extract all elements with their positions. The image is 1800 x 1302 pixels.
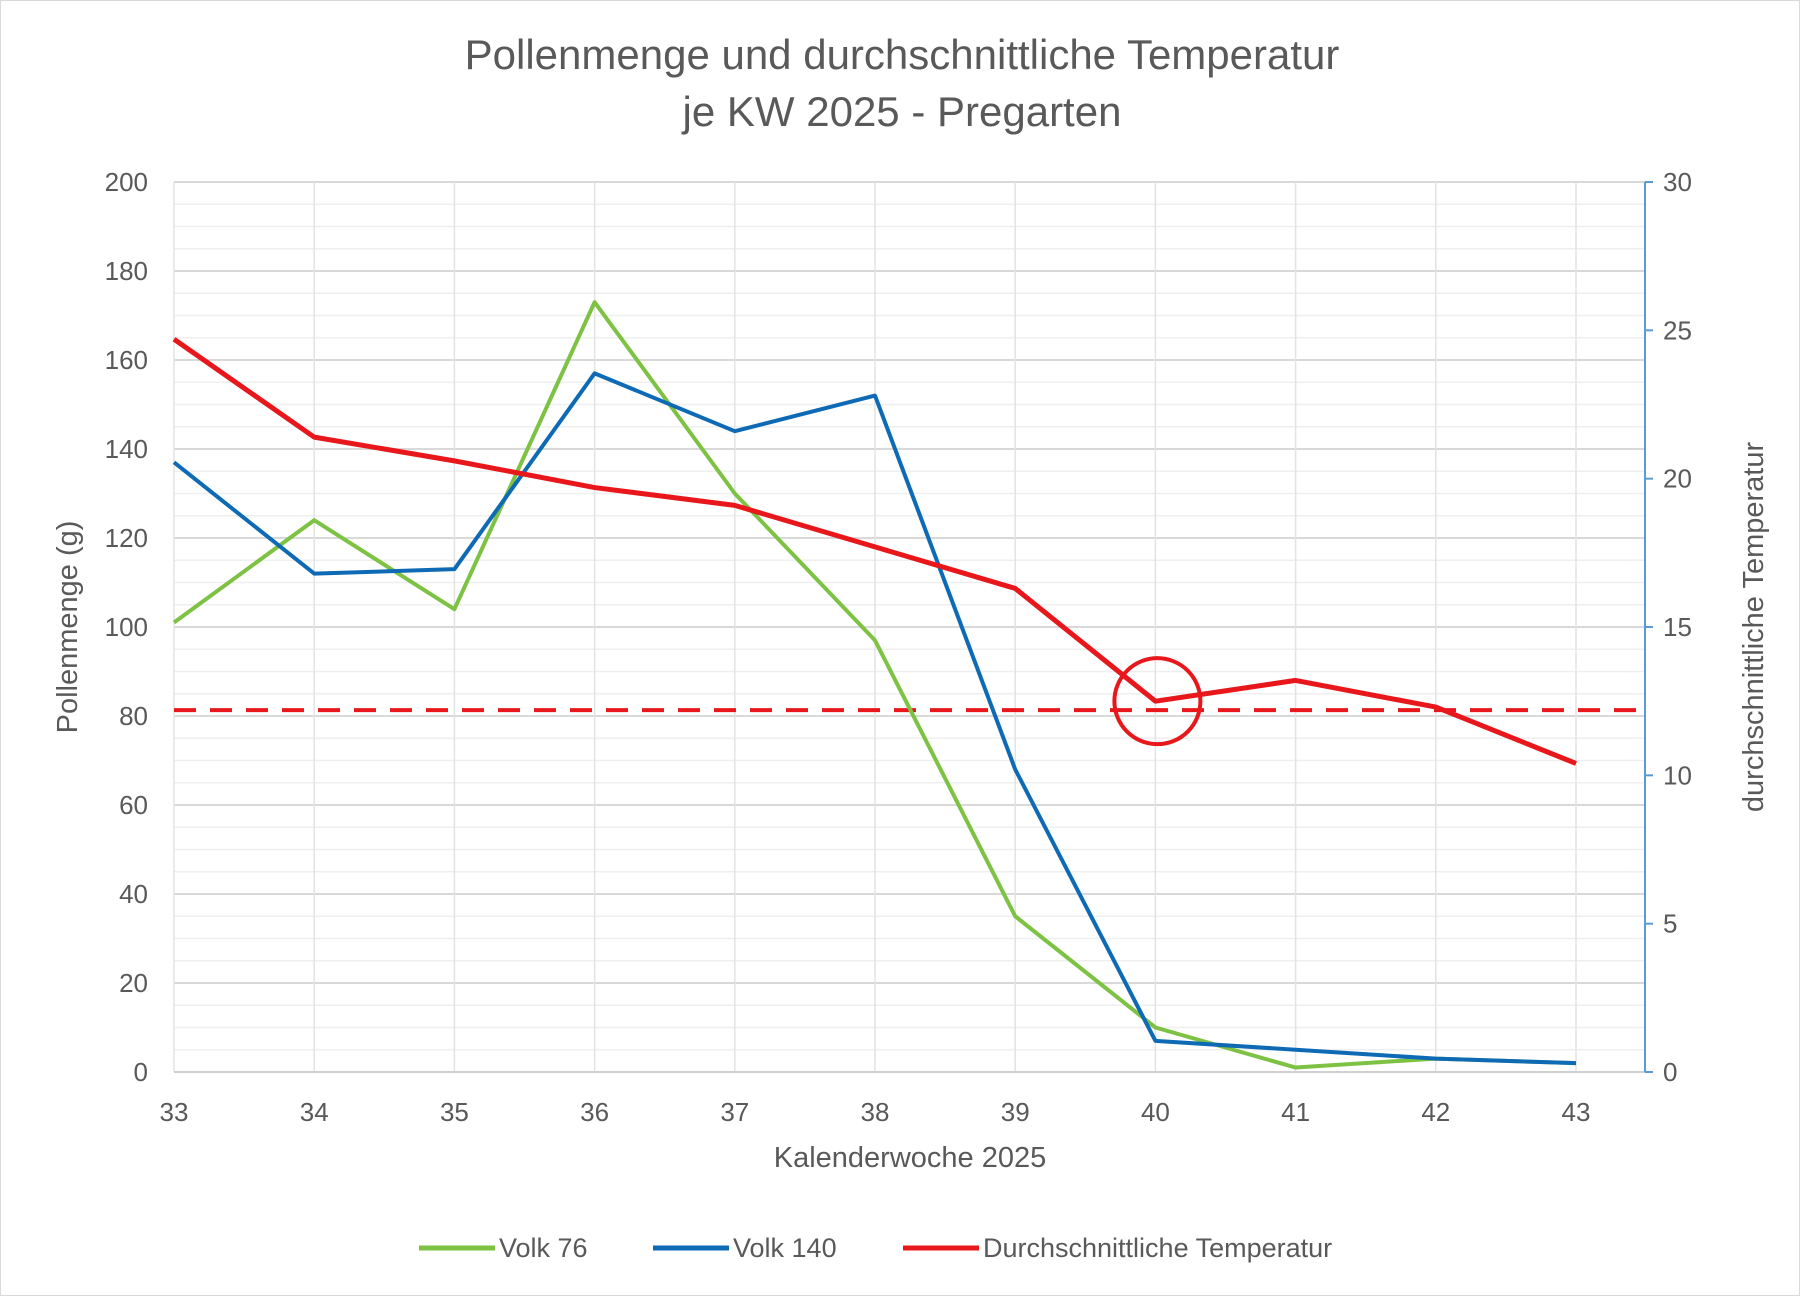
x-tick-label: 43 <box>1562 1097 1591 1127</box>
x-tick-label: 38 <box>861 1097 890 1127</box>
gridlines <box>173 181 1645 1073</box>
y-tick-label: 120 <box>105 523 148 553</box>
highlight-circle <box>1112 656 1203 747</box>
x-tick-label: 36 <box>580 1097 609 1127</box>
x-tick-label: 42 <box>1421 1097 1450 1127</box>
x-tick-label: 37 <box>720 1097 749 1127</box>
y2-tick-label: 5 <box>1663 909 1677 939</box>
series-lines <box>172 300 1577 1070</box>
y-tick-label: 180 <box>105 256 148 286</box>
y-tick-label: 100 <box>105 612 148 642</box>
y2-axis-title: durchschnittliche Temperatur <box>1738 442 1770 813</box>
series-line-volk-140 <box>172 371 1577 1066</box>
y-tick-label: 200 <box>105 167 148 197</box>
legend-label: Durchschnittliche Temperatur <box>983 1233 1332 1263</box>
y-tick-label: 40 <box>119 879 148 909</box>
x-tick-label: 39 <box>1001 1097 1030 1127</box>
x-tick-label: 41 <box>1281 1097 1310 1127</box>
y-tick-label: 0 <box>134 1057 148 1087</box>
y2-tick-label: 15 <box>1663 612 1692 642</box>
x-axis-title: Kalenderwoche 2025 <box>774 1142 1046 1174</box>
y-axis-right: 0 5 10 15 20 25 30 <box>1644 167 1692 1087</box>
legend: Volk 76 Volk 140 Durchschnittliche Tempera… <box>419 1233 1332 1263</box>
y-tick-label: 20 <box>119 968 148 998</box>
y-axis-left: 0 20 40 60 80 100 120 140 160 180 200 <box>105 167 148 1087</box>
y-tick-label: 80 <box>119 701 148 731</box>
y-tick-label: 140 <box>105 434 148 464</box>
legend-label: Volk 140 <box>733 1233 837 1263</box>
x-tick-label: 35 <box>440 1097 469 1127</box>
chart-title-line-2: je KW 2025 - Pregarten <box>681 88 1122 135</box>
y2-tick-label: 0 <box>1663 1057 1677 1087</box>
y-axis-title: Pollenmenge (g) <box>52 521 84 734</box>
series-line-volk-76 <box>172 300 1577 1070</box>
legend-label: Volk 76 <box>499 1233 588 1263</box>
y2-tick-label: 30 <box>1663 167 1692 197</box>
y-tick-label: 160 <box>105 345 148 375</box>
y2-tick-label: 10 <box>1663 760 1692 790</box>
y2-tick-label: 20 <box>1663 464 1692 494</box>
series-line-durchschnittliche-temperatur <box>172 337 1577 766</box>
x-axis: 33 34 35 36 37 38 39 40 41 42 43 <box>160 1097 1591 1127</box>
x-tick-label: 34 <box>300 1097 329 1127</box>
y2-tick-label: 25 <box>1663 315 1692 345</box>
x-tick-label: 33 <box>160 1097 189 1127</box>
x-tick-label: 40 <box>1141 1097 1170 1127</box>
y-tick-label: 60 <box>119 790 148 820</box>
chart-title-line-1: Pollenmenge und durchschnittliche Temper… <box>465 31 1340 78</box>
